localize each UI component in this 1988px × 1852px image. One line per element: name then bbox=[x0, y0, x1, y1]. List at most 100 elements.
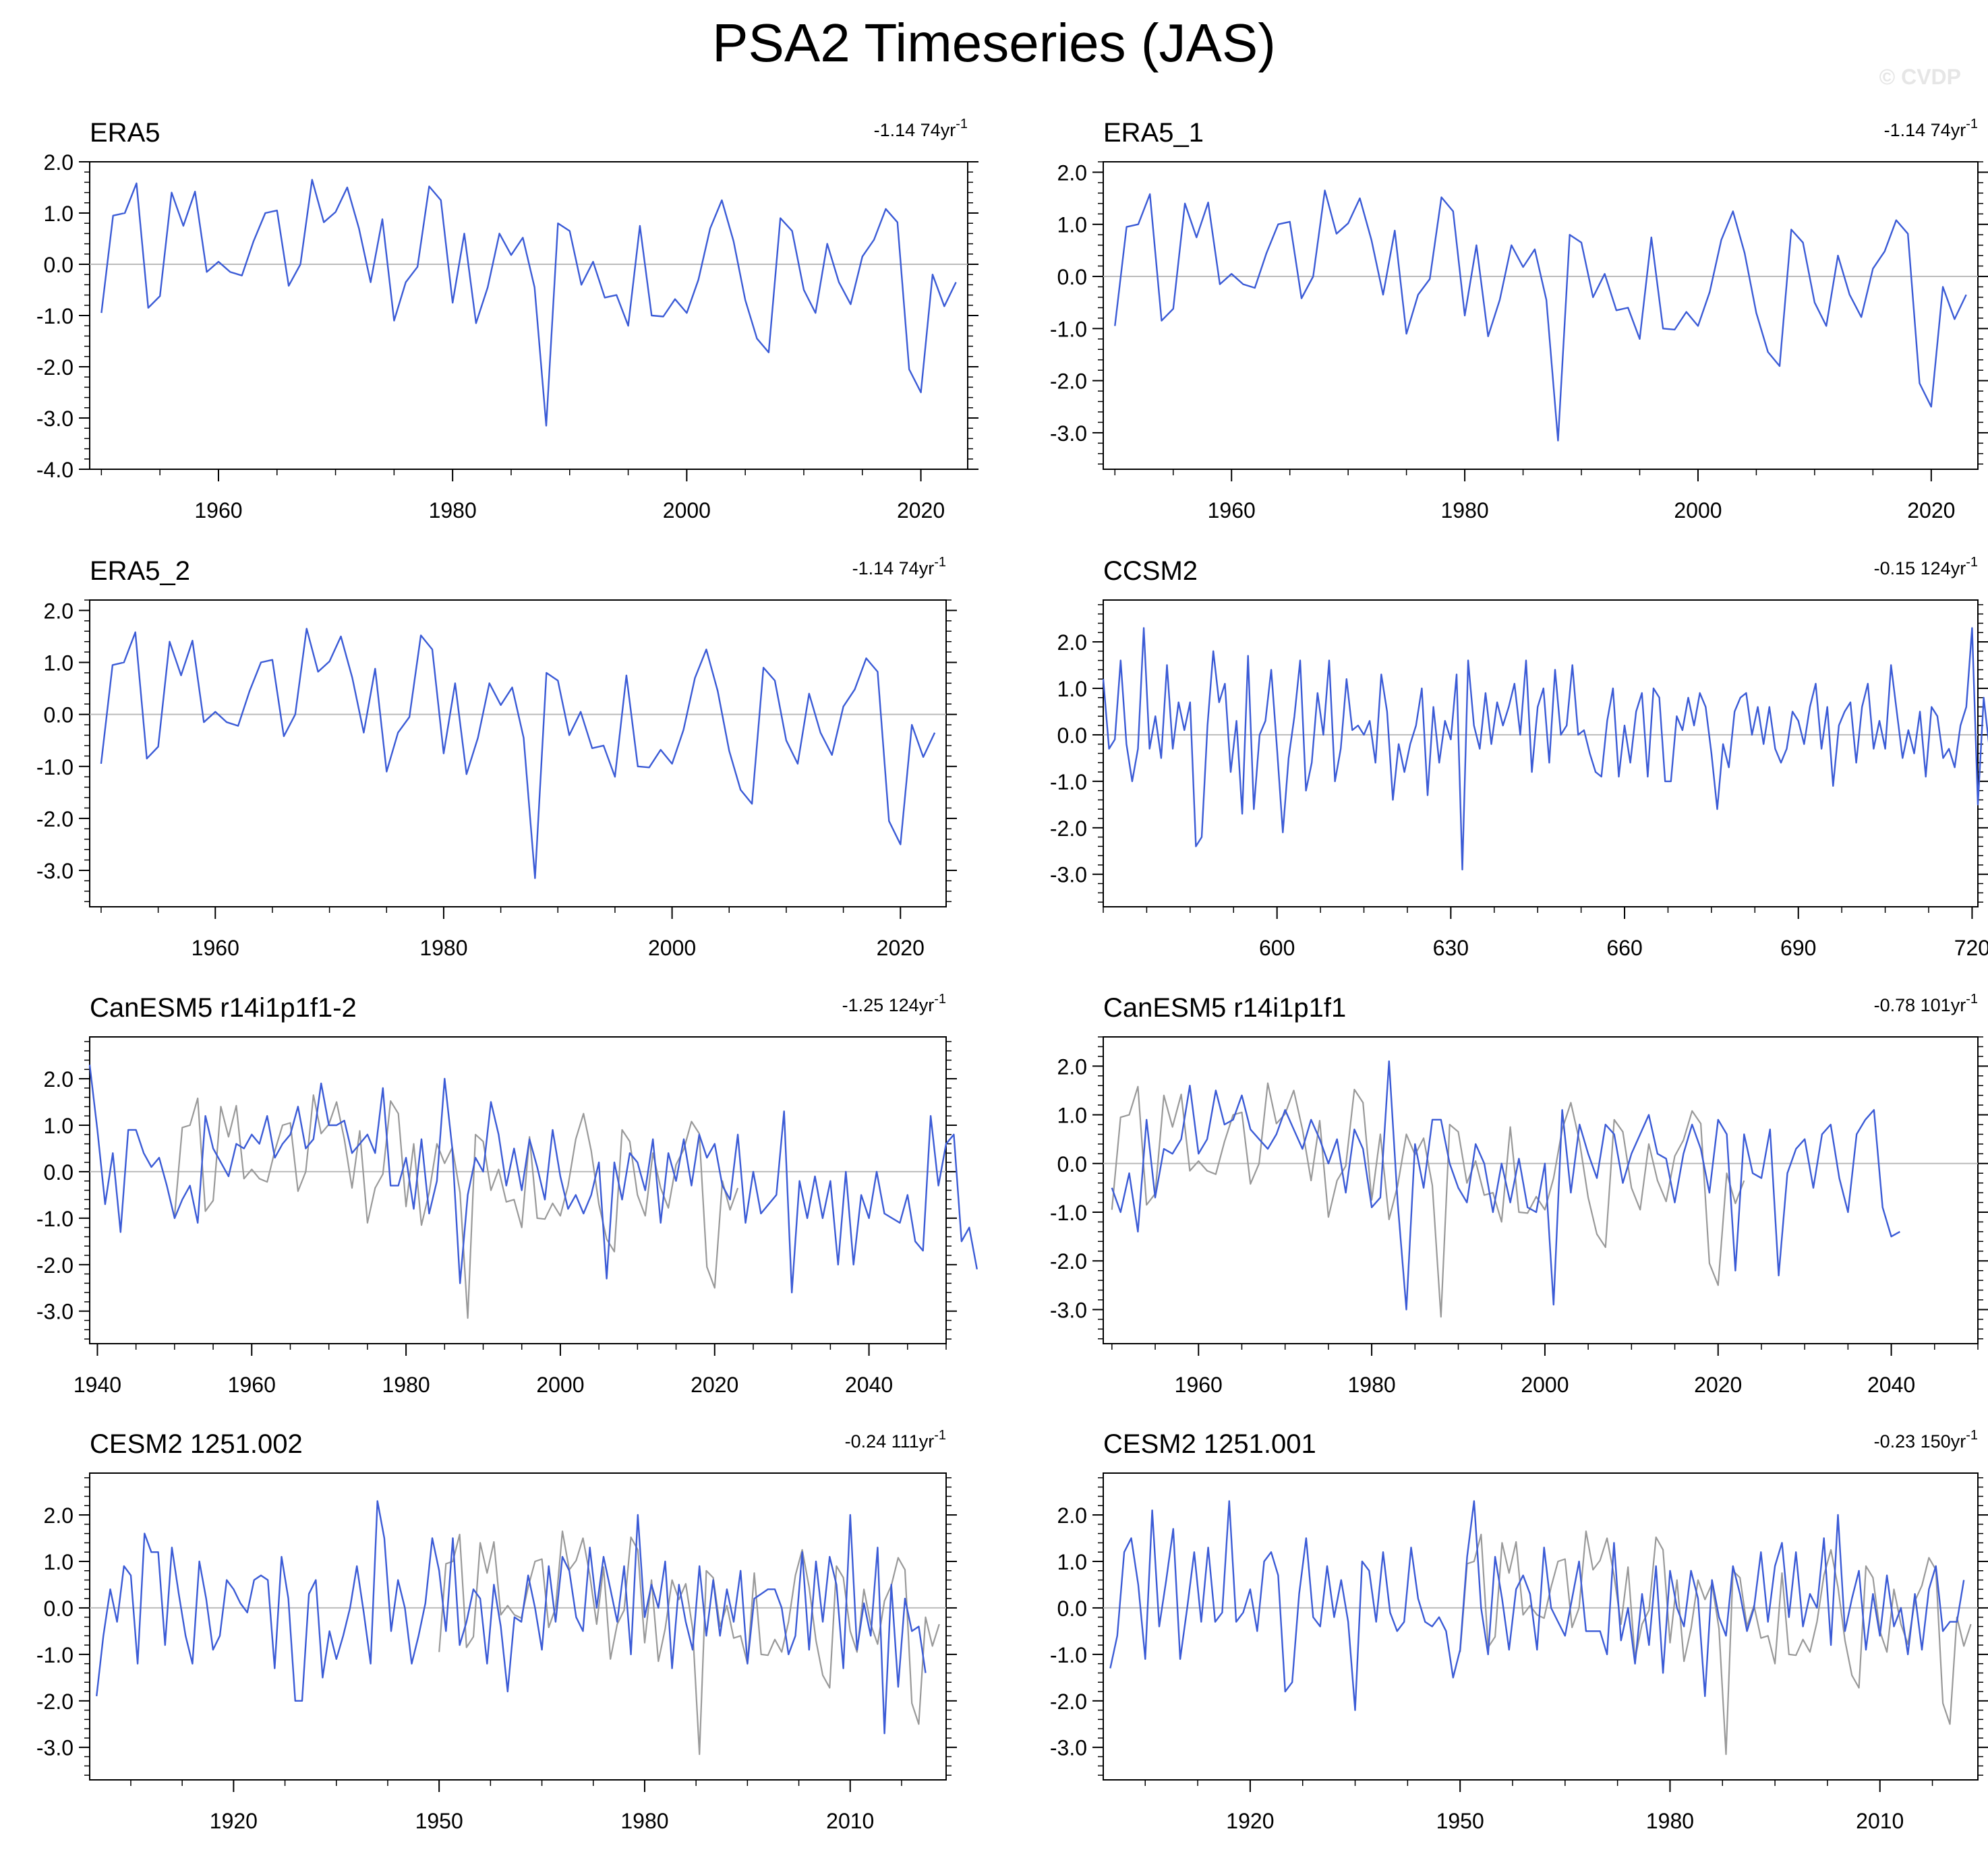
plot-frame bbox=[89, 1472, 947, 1781]
trend-value: -1.14 74yr bbox=[852, 558, 935, 578]
x-tick-label: 1950 bbox=[415, 1809, 463, 1833]
x-tick-label: 1960 bbox=[1175, 1373, 1223, 1397]
x-tick-label: 600 bbox=[1259, 936, 1295, 960]
x-tick-label: 1980 bbox=[419, 936, 467, 960]
trend-superscript: -1 bbox=[934, 1428, 946, 1443]
model-series-line bbox=[88, 1065, 978, 1294]
trend-value: -1.25 124yr bbox=[842, 995, 935, 1015]
y-tick-label: -2.0 bbox=[36, 355, 74, 380]
panel-7: CESM2 1251.002 -0.24 111yr-1 2.0 1.0 0.0 -1.0… bbox=[36, 1428, 957, 1833]
model-series-line bbox=[100, 628, 936, 879]
panel-title: CESM2 1251.002 bbox=[90, 1429, 303, 1459]
panel-4: CCSM2 -0.15 124yr-1 2.0 1.0 0.0 -1.0 -2.0 -3.0 6… bbox=[1050, 555, 1988, 960]
x-tick-label: 1960 bbox=[194, 498, 242, 522]
y-tick-label: 2.0 bbox=[44, 1503, 74, 1528]
y-tick-label: 0.0 bbox=[1057, 1152, 1087, 1176]
x-tick-label: 2020 bbox=[877, 936, 925, 960]
plot-frame bbox=[1103, 161, 1979, 470]
y-tick-label: -3.0 bbox=[1050, 1736, 1087, 1760]
y-tick-label: -2.0 bbox=[1050, 369, 1087, 394]
model-series-line bbox=[1102, 627, 1988, 871]
x-tick-label: 1920 bbox=[1226, 1809, 1274, 1833]
model-series-line bbox=[1109, 1500, 1965, 1711]
y-tick-label: 0.0 bbox=[1057, 723, 1087, 748]
y-tick-label: 1.0 bbox=[1057, 677, 1087, 701]
trend-label: -1.14 74yr-1 bbox=[1884, 117, 1978, 140]
y-tick-label: 1.0 bbox=[44, 202, 74, 226]
trend-value: -0.23 150yr bbox=[1874, 1431, 1966, 1452]
plot-frame bbox=[1103, 1036, 1979, 1344]
x-tick-label: 1940 bbox=[74, 1373, 121, 1397]
y-tick-label: -1.0 bbox=[1050, 770, 1087, 794]
trend-label: -0.24 111yr-1 bbox=[845, 1428, 946, 1452]
y-tick-label: -3.0 bbox=[1050, 1298, 1087, 1322]
x-tick-label: 2020 bbox=[691, 1373, 738, 1397]
x-tick-label: 660 bbox=[1606, 936, 1642, 960]
y-tick-label: -3.0 bbox=[36, 407, 74, 431]
x-tick-label: 1920 bbox=[210, 1809, 258, 1833]
page-title: PSA2 Timeseries (JAS) bbox=[712, 13, 1276, 73]
y-tick-label: -2.0 bbox=[36, 1253, 74, 1278]
y-tick-label: 1.0 bbox=[44, 1114, 74, 1138]
plot-frame bbox=[89, 599, 947, 907]
x-tick-label: 1980 bbox=[1347, 1373, 1395, 1397]
model-series-line bbox=[100, 179, 957, 427]
y-tick-label: -1.0 bbox=[36, 304, 74, 328]
x-tick-label: 2000 bbox=[1674, 498, 1722, 522]
x-tick-label: 1980 bbox=[1440, 498, 1488, 522]
trend-superscript: -1 bbox=[1966, 1428, 1978, 1443]
panel-3: ERA5_2 -1.14 74yr-1 2.0 1.0 0.0 -1.0 -2.0 -3.0 1… bbox=[36, 555, 957, 960]
trend-superscript: -1 bbox=[934, 992, 946, 1007]
x-tick-label: 2000 bbox=[663, 498, 711, 522]
y-tick-label: -2.0 bbox=[1050, 1690, 1087, 1714]
y-tick-label: -3.0 bbox=[1050, 863, 1087, 887]
panel-2: ERA5_1 -1.14 74yr-1 2.0 1.0 0.0 -1.0 -2.0 -3.0 1… bbox=[1050, 117, 1988, 522]
x-tick-label: 1980 bbox=[620, 1809, 668, 1833]
y-tick-label: -2.0 bbox=[36, 1690, 74, 1714]
obs-series-line bbox=[438, 1530, 940, 1756]
x-tick-label: 1960 bbox=[1208, 498, 1256, 522]
obs-series-line bbox=[173, 1094, 739, 1319]
trend-label: -1.14 74yr-1 bbox=[852, 555, 946, 578]
x-tick-label: 630 bbox=[1433, 936, 1469, 960]
trend-value: -1.14 74yr bbox=[874, 120, 956, 140]
y-tick-label: 1.0 bbox=[1057, 1550, 1087, 1574]
panel-8: CESM2 1251.001 -0.23 150yr-1 2.0 1.0 0.0 -1.0… bbox=[1050, 1428, 1988, 1833]
panel-title: CCSM2 bbox=[1103, 556, 1198, 586]
y-tick-label: -1.0 bbox=[1050, 1201, 1087, 1225]
x-tick-label: 690 bbox=[1780, 936, 1816, 960]
x-tick-label: 2040 bbox=[1867, 1373, 1915, 1397]
model-series-line bbox=[96, 1500, 927, 1735]
panel-title: CanESM5 r14i1p1f1-2 bbox=[90, 993, 357, 1023]
x-tick-label: 2000 bbox=[536, 1373, 584, 1397]
y-tick-label: 2.0 bbox=[1057, 160, 1087, 185]
panel-title: ERA5 bbox=[90, 118, 160, 148]
y-tick-label: 0.0 bbox=[1057, 265, 1087, 289]
y-tick-label: 0.0 bbox=[1057, 1596, 1087, 1621]
plot-frame bbox=[89, 161, 968, 470]
y-tick-label: 1.0 bbox=[44, 651, 74, 676]
trend-label: -0.23 150yr-1 bbox=[1874, 1428, 1978, 1452]
x-tick-label: 2000 bbox=[648, 936, 696, 960]
panel-title: ERA5_1 bbox=[1103, 118, 1204, 148]
y-tick-label: 0.0 bbox=[44, 253, 74, 277]
y-tick-label: -1.0 bbox=[36, 1207, 74, 1231]
x-tick-label: 1980 bbox=[429, 498, 477, 522]
x-tick-label: 1980 bbox=[382, 1373, 430, 1397]
y-tick-label: -2.0 bbox=[36, 807, 74, 831]
y-tick-label: 2.0 bbox=[44, 1067, 74, 1092]
trend-value: -0.78 101yr bbox=[1874, 995, 1966, 1015]
panel-title: ERA5_2 bbox=[90, 556, 190, 586]
y-tick-label: -2.0 bbox=[1050, 1249, 1087, 1274]
y-tick-label: 2.0 bbox=[1057, 630, 1087, 655]
y-tick-label: -4.0 bbox=[36, 458, 74, 482]
panel-6: CanESM5 r14i1p1f1 -0.78 101yr-1 2.0 1.0 0.0 -… bbox=[1050, 992, 1988, 1397]
x-tick-label: 1980 bbox=[1646, 1809, 1694, 1833]
y-tick-label: 1.0 bbox=[1057, 1104, 1087, 1128]
y-tick-label: -1.0 bbox=[1050, 317, 1087, 341]
panel-title: CESM2 1251.001 bbox=[1103, 1429, 1316, 1459]
y-tick-label: 2.0 bbox=[1057, 1503, 1087, 1528]
y-tick-label: 2.0 bbox=[1057, 1054, 1087, 1079]
obs-series-line bbox=[1459, 1530, 1972, 1756]
